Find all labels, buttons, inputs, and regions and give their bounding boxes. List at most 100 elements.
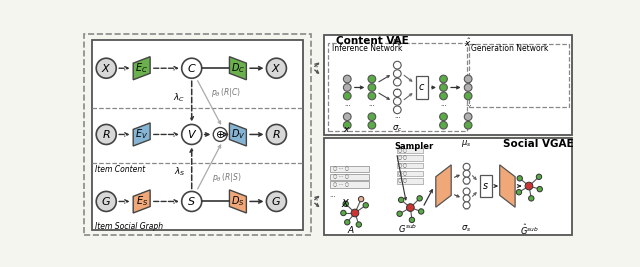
Polygon shape	[330, 181, 369, 188]
Circle shape	[344, 75, 351, 83]
Text: ...: ...	[463, 206, 470, 211]
Circle shape	[340, 210, 346, 216]
Circle shape	[409, 217, 415, 223]
Text: $R$: $R$	[102, 128, 111, 140]
Text: Item Social Graph: Item Social Graph	[95, 222, 164, 231]
Circle shape	[440, 92, 447, 100]
Text: ...: ...	[344, 101, 351, 107]
Circle shape	[96, 124, 116, 144]
Text: ...: ...	[394, 113, 401, 119]
Text: ○ ··· ○: ○ ··· ○	[333, 167, 349, 172]
Text: ○·○: ○·○	[398, 155, 408, 160]
Circle shape	[182, 191, 202, 211]
Text: ○·○: ○·○	[398, 163, 408, 168]
Circle shape	[394, 106, 401, 114]
Circle shape	[463, 195, 470, 202]
Polygon shape	[436, 165, 451, 207]
Text: $D_S$: $D_S$	[231, 195, 244, 208]
Text: $X$: $X$	[101, 62, 111, 74]
Circle shape	[525, 182, 533, 190]
Text: Inference Network: Inference Network	[332, 44, 402, 53]
Text: $X$: $X$	[341, 197, 350, 209]
Circle shape	[464, 84, 472, 91]
Circle shape	[406, 204, 414, 211]
Circle shape	[463, 177, 470, 184]
Text: $\lambda_S$: $\lambda_S$	[173, 166, 185, 178]
Circle shape	[464, 113, 472, 121]
Circle shape	[394, 89, 401, 97]
Circle shape	[368, 113, 376, 121]
Text: $X$: $X$	[271, 62, 282, 74]
Circle shape	[351, 209, 359, 217]
Text: Generation Network: Generation Network	[472, 44, 549, 53]
Text: ○·○: ○·○	[398, 171, 408, 176]
Polygon shape	[330, 166, 369, 172]
Text: $\mu_s$: $\mu_s$	[461, 138, 472, 149]
Circle shape	[182, 58, 202, 78]
Circle shape	[440, 113, 447, 121]
Text: ...: ...	[394, 85, 401, 91]
Text: $\hat{x}$: $\hat{x}$	[464, 37, 472, 49]
Circle shape	[356, 222, 362, 227]
Polygon shape	[133, 57, 150, 80]
Text: $C$: $C$	[187, 62, 196, 74]
Circle shape	[394, 97, 401, 105]
Circle shape	[266, 124, 287, 144]
Polygon shape	[397, 155, 424, 161]
Circle shape	[213, 128, 227, 142]
Text: $G^{sub}$: $G^{sub}$	[398, 222, 418, 235]
Polygon shape	[500, 165, 515, 207]
Text: ○ ··· ○: ○ ··· ○	[333, 174, 349, 179]
Circle shape	[440, 84, 447, 91]
Text: $D_C$: $D_C$	[231, 61, 245, 75]
Text: $D_V$: $D_V$	[230, 128, 245, 141]
Text: $p_\theta\,(R|C)$: $p_\theta\,(R|C)$	[211, 86, 241, 99]
Text: Content VAE: Content VAE	[336, 36, 408, 46]
Circle shape	[96, 191, 116, 211]
Text: ○·○: ○·○	[398, 179, 408, 183]
Text: Social VGAE: Social VGAE	[503, 139, 573, 149]
Polygon shape	[133, 190, 150, 213]
Circle shape	[536, 174, 541, 179]
Polygon shape	[397, 163, 424, 168]
Circle shape	[363, 203, 369, 208]
Circle shape	[266, 191, 287, 211]
Polygon shape	[84, 34, 311, 235]
Circle shape	[344, 121, 351, 129]
Circle shape	[463, 188, 470, 195]
Circle shape	[464, 92, 472, 100]
Text: $p_\theta\,(R|S)$: $p_\theta\,(R|S)$	[212, 171, 241, 184]
Text: $\oplus$: $\oplus$	[215, 129, 225, 140]
Text: ○ ··· ○: ○ ··· ○	[333, 182, 349, 187]
Text: $A$: $A$	[347, 225, 355, 235]
Polygon shape	[397, 178, 424, 184]
Circle shape	[368, 84, 376, 91]
Text: ...: ...	[369, 101, 375, 107]
Circle shape	[464, 121, 472, 129]
Circle shape	[397, 211, 403, 217]
Circle shape	[368, 75, 376, 83]
Text: Item Content: Item Content	[95, 164, 146, 174]
Text: ...: ...	[463, 181, 470, 186]
Text: ...: ...	[465, 101, 472, 107]
Text: $R$: $R$	[272, 128, 281, 140]
Polygon shape	[416, 76, 428, 99]
Polygon shape	[324, 35, 572, 135]
Circle shape	[537, 186, 543, 192]
Text: Sampler: Sampler	[395, 142, 434, 151]
Text: $\hat{G}^{sub}$: $\hat{G}^{sub}$	[520, 223, 538, 237]
Polygon shape	[324, 138, 572, 234]
Circle shape	[182, 124, 202, 144]
Text: $s$: $s$	[483, 181, 490, 191]
Text: $\sigma_s$: $\sigma_s$	[461, 223, 472, 234]
Circle shape	[394, 78, 401, 86]
Circle shape	[440, 75, 447, 83]
Circle shape	[344, 92, 351, 100]
Polygon shape	[330, 174, 369, 180]
Polygon shape	[230, 190, 246, 213]
Polygon shape	[230, 57, 246, 80]
Text: $S$: $S$	[188, 195, 196, 207]
Circle shape	[464, 75, 472, 83]
Circle shape	[343, 201, 348, 206]
Text: $\mu_c$: $\mu_c$	[392, 37, 403, 48]
